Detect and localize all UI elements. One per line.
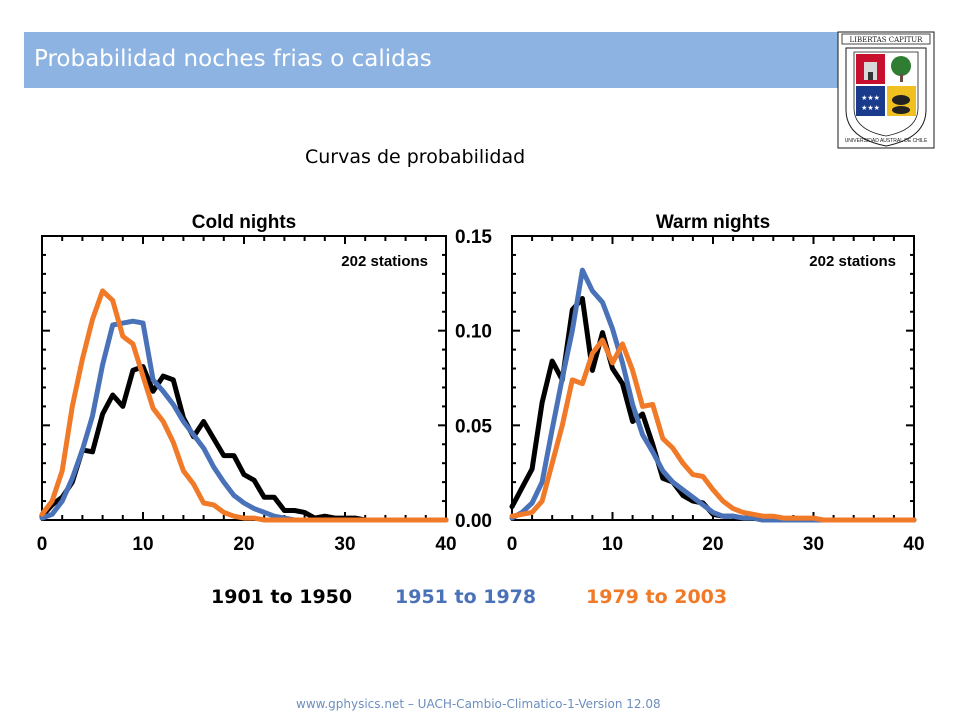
legend-1951-1978: 1951 to 1978 xyxy=(395,586,536,608)
slide-title: Probabilidad noches frias o calidas xyxy=(34,46,432,72)
x-tick-label: 40 xyxy=(435,534,456,555)
x-tick-label: 10 xyxy=(132,534,153,555)
x-tick-label: 20 xyxy=(233,534,254,555)
y-tick-label: 0.15 xyxy=(455,227,492,248)
x-tick-label: 30 xyxy=(803,534,824,555)
university-logo: LIBERTAS CAPITUR ★★★ ★★★ UNIVERSIDAD AUS… xyxy=(837,31,935,149)
station-count-annotation: 202 stations xyxy=(341,253,428,270)
series-line-1901-to-1950 xyxy=(39,364,449,523)
chart-title: Cold nights xyxy=(192,212,296,233)
legend-label: 1979 to 2003 xyxy=(586,586,728,608)
legend-label: 1901 to 1950 xyxy=(211,586,353,608)
y-tick-label: 0.00 xyxy=(455,511,492,532)
chart-title: Warm nights xyxy=(656,212,770,233)
x-tick-label: 0 xyxy=(37,534,48,555)
svg-text:★★★: ★★★ xyxy=(861,104,880,112)
x-tick-label: 10 xyxy=(602,534,623,555)
probability-charts: Cold nights 202 stations 0 10 20 30 40 Warm nig… xyxy=(37,212,925,555)
series-line-1979-to-2003 xyxy=(39,288,449,523)
chart-subtitle: Curvas de probabilidad xyxy=(305,146,526,168)
logo-motto: LIBERTAS CAPITUR xyxy=(850,36,924,44)
x-tick-label: 0 xyxy=(507,534,518,555)
logo-ring-text: UNIVERSIDAD AUSTRAL DE CHILE xyxy=(845,138,928,144)
legend-1901-1950: 1901 to 1950 xyxy=(211,586,352,608)
series-line-1979-to-2003 xyxy=(509,337,917,523)
y-tick-label: 0.10 xyxy=(455,322,492,343)
legend-label: 1951 to 1978 xyxy=(395,586,537,608)
svg-text:★★★: ★★★ xyxy=(861,94,880,102)
x-tick-label: 40 xyxy=(903,534,924,555)
x-tick-label: 30 xyxy=(334,534,355,555)
y-tick-label: 0.05 xyxy=(455,416,492,437)
station-count-annotation: 202 stations xyxy=(809,253,896,270)
footer-credit: www.gphysics.net – UACH-Cambio-Climatico… xyxy=(296,697,661,711)
title-bar: Probabilidad noches frias o calidas xyxy=(24,32,864,88)
legend-1979-2003: 1979 to 2003 xyxy=(586,586,727,608)
x-tick-label: 20 xyxy=(702,534,723,555)
